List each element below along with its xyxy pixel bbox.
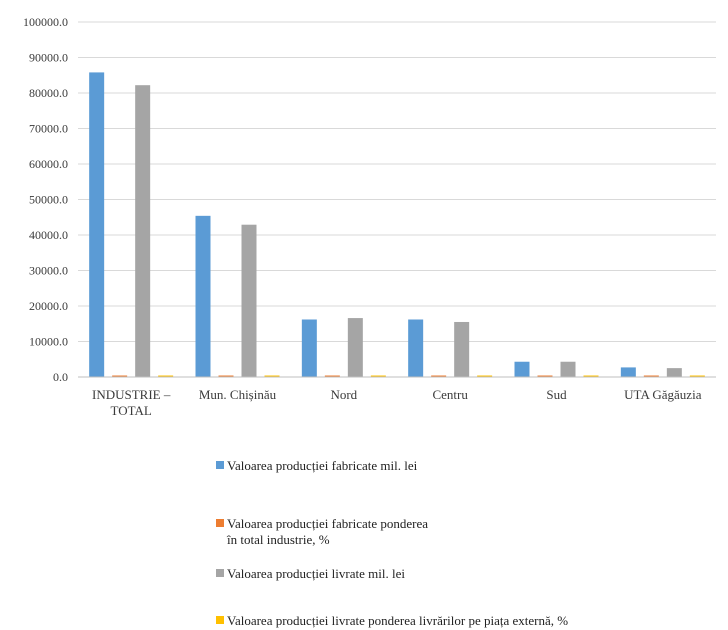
legend-swatch bbox=[216, 519, 224, 527]
legend-entry-fabricate-mil: Valoarea producției fabricate mil. lei bbox=[216, 458, 417, 474]
y-axis-tick-labels: 0.0 10000.0 20000.0 30000.0 40000.0 50000.0 60… bbox=[23, 15, 68, 384]
y-tick-label: 50000.0 bbox=[29, 193, 68, 207]
legend-swatch bbox=[216, 569, 224, 577]
bar bbox=[431, 375, 447, 377]
bar bbox=[560, 361, 576, 377]
bar bbox=[264, 375, 280, 377]
y-tick-label: 40000.0 bbox=[29, 228, 68, 242]
bar bbox=[620, 367, 636, 377]
gridlines bbox=[78, 21, 716, 378]
bar bbox=[158, 375, 174, 377]
y-tick-label: 100000.0 bbox=[23, 15, 68, 29]
legend-label: Valoarea producției fabricate ponderea î… bbox=[227, 516, 429, 547]
bars bbox=[78, 72, 716, 378]
x-tick-label: UTA Găgăuzia bbox=[624, 387, 702, 402]
legend-entry-livrate-mil: Valoarea producției livrate mil. lei bbox=[216, 566, 405, 582]
bar bbox=[301, 319, 317, 377]
bar bbox=[408, 319, 424, 377]
bar bbox=[218, 375, 234, 377]
x-tick-label: Centru bbox=[432, 387, 468, 402]
y-tick-label: 80000.0 bbox=[29, 86, 68, 100]
x-tick-label: INDUSTRIE – TOTAL bbox=[92, 387, 171, 418]
y-tick-label: 0.0 bbox=[53, 370, 68, 384]
bar bbox=[537, 375, 553, 377]
legend-swatch bbox=[216, 461, 224, 469]
legend-swatch bbox=[216, 616, 224, 624]
y-tick-label: 30000.0 bbox=[29, 264, 68, 278]
bar bbox=[89, 72, 105, 377]
x-axis-tick-labels: INDUSTRIE – TOTAL Mun. Chișinău Nord Centru S… bbox=[92, 387, 702, 418]
bar bbox=[454, 321, 470, 377]
legend-entry-livrate-pondere: Valoarea producției livrate ponderea liv… bbox=[216, 613, 568, 629]
bar bbox=[514, 361, 530, 377]
bar bbox=[477, 375, 493, 377]
bar bbox=[643, 375, 659, 377]
bar bbox=[135, 85, 151, 377]
bar bbox=[689, 375, 705, 377]
legend-label: Valoarea producției livrate ponderea liv… bbox=[227, 613, 569, 628]
bar bbox=[195, 215, 211, 377]
legend-label: Valoarea producției livrate mil. lei bbox=[227, 566, 405, 581]
y-tick-label: 20000.0 bbox=[29, 299, 68, 313]
x-tick-label: Mun. Chișinău bbox=[199, 387, 277, 402]
legend-entry-fabricate-pondere: Valoarea producției fabricate ponderea î… bbox=[216, 516, 428, 548]
x-tick-label: Nord bbox=[330, 387, 357, 402]
y-tick-label: 90000.0 bbox=[29, 51, 68, 65]
bar bbox=[324, 375, 340, 377]
x-tick-label: Sud bbox=[546, 387, 567, 402]
y-tick-label: 10000.0 bbox=[29, 335, 68, 349]
y-tick-label: 60000.0 bbox=[29, 157, 68, 171]
legend-label: Valoarea producției fabricate mil. lei bbox=[227, 458, 418, 473]
bar bbox=[666, 368, 682, 377]
y-tick-label: 70000.0 bbox=[29, 122, 68, 136]
bar bbox=[583, 375, 599, 377]
bar bbox=[347, 318, 363, 377]
bar bbox=[241, 224, 257, 377]
bar bbox=[370, 375, 386, 377]
bar bbox=[112, 375, 128, 377]
